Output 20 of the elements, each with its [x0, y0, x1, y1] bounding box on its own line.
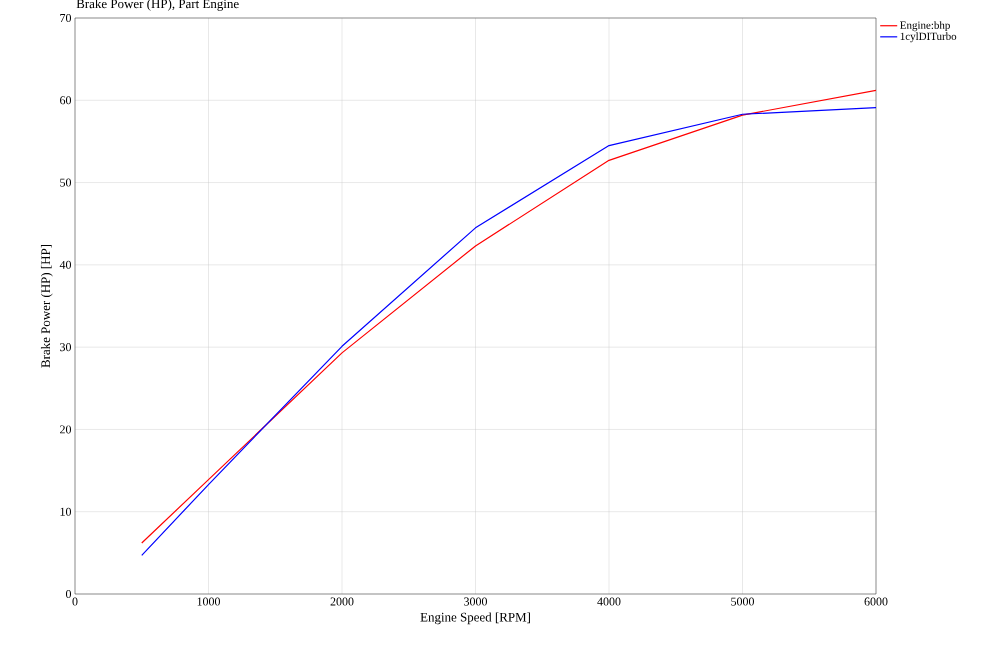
x-tick-label: 4000	[597, 597, 621, 606]
y-tick-label: 30	[60, 343, 72, 352]
y-tick-label: 70	[60, 13, 72, 23]
chart-title: Brake Power (HP), Part Engine	[76, 0, 239, 11]
y-tick-label: 10	[60, 507, 72, 516]
y-axis-title: Brake Power (HP) [HP]	[40, 244, 53, 368]
y-tick-label: 50	[60, 178, 72, 187]
x-axis-title: Engine Speed [RPM]	[420, 612, 530, 625]
y-tick-label: 60	[60, 96, 72, 105]
y-tick-label: 40	[59, 260, 72, 269]
y-tick-label: 0	[65, 589, 72, 599]
x-tick-label: 2000	[330, 597, 354, 606]
y-tick-label: 20	[60, 425, 72, 434]
x-tick-label: 0	[72, 597, 78, 606]
x-tick-label: 5000	[731, 597, 754, 606]
x-tick-label: 1000	[197, 597, 220, 606]
x-tick-label: 6000	[864, 597, 888, 606]
legend-label: 1cylDITurbo	[900, 32, 957, 43]
legend-label: Engine:bhp	[900, 21, 950, 32]
x-tick-label: 3000	[464, 597, 487, 606]
